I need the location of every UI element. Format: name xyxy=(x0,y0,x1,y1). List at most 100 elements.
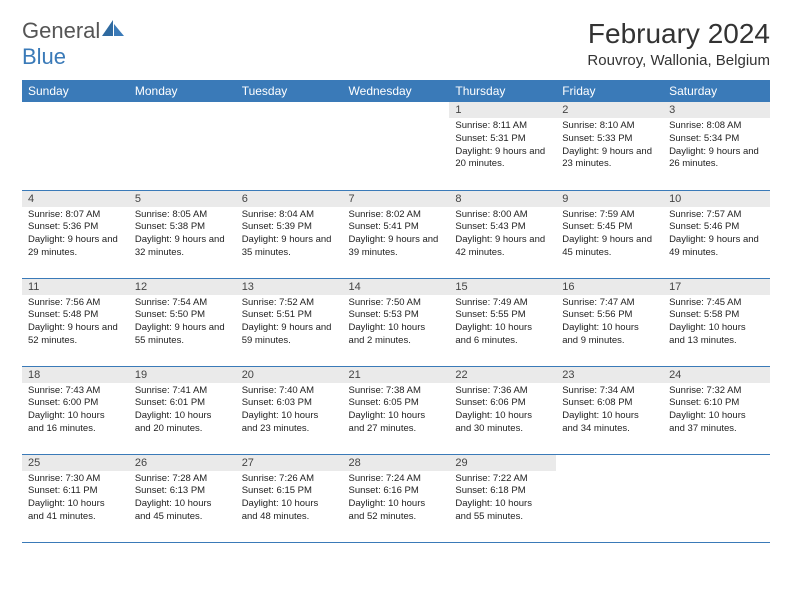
calendar-cell: 27Sunrise: 7:26 AMSunset: 6:15 PMDayligh… xyxy=(236,454,343,542)
calendar-cell: 18Sunrise: 7:43 AMSunset: 6:00 PMDayligh… xyxy=(22,366,129,454)
sunset-text: Sunset: 6:01 PM xyxy=(135,397,230,410)
daylight-text: Daylight: 10 hours and 9 minutes. xyxy=(562,322,657,348)
sunrise-text: Sunrise: 7:30 AM xyxy=(28,473,123,486)
sunrise-text: Sunrise: 7:57 AM xyxy=(669,209,764,222)
sunset-text: Sunset: 6:08 PM xyxy=(562,397,657,410)
sunset-text: Sunset: 5:41 PM xyxy=(349,221,444,234)
calendar-cell: 11Sunrise: 7:56 AMSunset: 5:48 PMDayligh… xyxy=(22,278,129,366)
sunset-text: Sunset: 6:18 PM xyxy=(455,485,550,498)
calendar-week: 18Sunrise: 7:43 AMSunset: 6:00 PMDayligh… xyxy=(22,366,770,454)
day-info: Sunrise: 7:32 AMSunset: 6:10 PMDaylight:… xyxy=(663,383,770,440)
daylight-text: Daylight: 9 hours and 32 minutes. xyxy=(135,234,230,260)
sunrise-text: Sunrise: 7:26 AM xyxy=(242,473,337,486)
day-info: Sunrise: 8:00 AMSunset: 5:43 PMDaylight:… xyxy=(449,207,556,264)
calendar-cell xyxy=(663,454,770,542)
day-info: Sunrise: 7:50 AMSunset: 5:53 PMDaylight:… xyxy=(343,295,450,352)
calendar-cell xyxy=(236,102,343,190)
daylight-text: Daylight: 9 hours and 29 minutes. xyxy=(28,234,123,260)
sunset-text: Sunset: 6:06 PM xyxy=(455,397,550,410)
day-number xyxy=(236,102,343,106)
daylight-text: Daylight: 10 hours and 2 minutes. xyxy=(349,322,444,348)
calendar-cell: 20Sunrise: 7:40 AMSunset: 6:03 PMDayligh… xyxy=(236,366,343,454)
day-info: Sunrise: 8:07 AMSunset: 5:36 PMDaylight:… xyxy=(22,207,129,264)
sunrise-text: Sunrise: 8:08 AM xyxy=(669,120,764,133)
sunset-text: Sunset: 6:13 PM xyxy=(135,485,230,498)
calendar-cell: 2Sunrise: 8:10 AMSunset: 5:33 PMDaylight… xyxy=(556,102,663,190)
sunrise-text: Sunrise: 7:32 AM xyxy=(669,385,764,398)
day-number: 21 xyxy=(343,367,450,383)
day-number: 8 xyxy=(449,191,556,207)
calendar-cell xyxy=(343,102,450,190)
calendar-cell: 19Sunrise: 7:41 AMSunset: 6:01 PMDayligh… xyxy=(129,366,236,454)
sunset-text: Sunset: 6:05 PM xyxy=(349,397,444,410)
day-number: 7 xyxy=(343,191,450,207)
calendar-cell: 16Sunrise: 7:47 AMSunset: 5:56 PMDayligh… xyxy=(556,278,663,366)
sunrise-text: Sunrise: 7:22 AM xyxy=(455,473,550,486)
calendar-cell: 22Sunrise: 7:36 AMSunset: 6:06 PMDayligh… xyxy=(449,366,556,454)
sunset-text: Sunset: 6:00 PM xyxy=(28,397,123,410)
daylight-text: Daylight: 9 hours and 45 minutes. xyxy=(562,234,657,260)
calendar-cell: 15Sunrise: 7:49 AMSunset: 5:55 PMDayligh… xyxy=(449,278,556,366)
day-info: Sunrise: 8:04 AMSunset: 5:39 PMDaylight:… xyxy=(236,207,343,264)
calendar-cell xyxy=(129,102,236,190)
sunset-text: Sunset: 6:11 PM xyxy=(28,485,123,498)
day-number: 24 xyxy=(663,367,770,383)
brand-part2: Blue xyxy=(22,44,66,69)
sunset-text: Sunset: 5:46 PM xyxy=(669,221,764,234)
calendar-week: 25Sunrise: 7:30 AMSunset: 6:11 PMDayligh… xyxy=(22,454,770,542)
day-header: Wednesday xyxy=(343,80,450,102)
daylight-text: Daylight: 9 hours and 52 minutes. xyxy=(28,322,123,348)
day-number: 9 xyxy=(556,191,663,207)
day-info: Sunrise: 7:49 AMSunset: 5:55 PMDaylight:… xyxy=(449,295,556,352)
day-info: Sunrise: 7:47 AMSunset: 5:56 PMDaylight:… xyxy=(556,295,663,352)
day-info: Sunrise: 8:10 AMSunset: 5:33 PMDaylight:… xyxy=(556,118,663,175)
sunset-text: Sunset: 5:51 PM xyxy=(242,309,337,322)
day-header-row: Sunday Monday Tuesday Wednesday Thursday… xyxy=(22,80,770,102)
month-title: February 2024 xyxy=(587,18,770,50)
day-number: 23 xyxy=(556,367,663,383)
day-header: Friday xyxy=(556,80,663,102)
sunrise-text: Sunrise: 7:45 AM xyxy=(669,297,764,310)
sunrise-text: Sunrise: 7:36 AM xyxy=(455,385,550,398)
day-number: 4 xyxy=(22,191,129,207)
daylight-text: Daylight: 10 hours and 6 minutes. xyxy=(455,322,550,348)
day-number xyxy=(129,102,236,106)
daylight-text: Daylight: 10 hours and 27 minutes. xyxy=(349,410,444,436)
day-number: 3 xyxy=(663,102,770,118)
sunrise-text: Sunrise: 7:43 AM xyxy=(28,385,123,398)
sunrise-text: Sunrise: 7:41 AM xyxy=(135,385,230,398)
sunset-text: Sunset: 5:50 PM xyxy=(135,309,230,322)
calendar-cell: 29Sunrise: 7:22 AMSunset: 6:18 PMDayligh… xyxy=(449,454,556,542)
daylight-text: Daylight: 10 hours and 34 minutes. xyxy=(562,410,657,436)
day-number: 26 xyxy=(129,455,236,471)
day-number xyxy=(663,455,770,459)
calendar-cell: 6Sunrise: 8:04 AMSunset: 5:39 PMDaylight… xyxy=(236,190,343,278)
day-number xyxy=(343,102,450,106)
daylight-text: Daylight: 9 hours and 35 minutes. xyxy=(242,234,337,260)
location: Rouvroy, Wallonia, Belgium xyxy=(587,52,770,69)
day-number: 6 xyxy=(236,191,343,207)
calendar-cell: 25Sunrise: 7:30 AMSunset: 6:11 PMDayligh… xyxy=(22,454,129,542)
calendar-cell: 10Sunrise: 7:57 AMSunset: 5:46 PMDayligh… xyxy=(663,190,770,278)
sunset-text: Sunset: 5:39 PM xyxy=(242,221,337,234)
sunrise-text: Sunrise: 8:04 AM xyxy=(242,209,337,222)
sunset-text: Sunset: 5:34 PM xyxy=(669,133,764,146)
day-info: Sunrise: 7:34 AMSunset: 6:08 PMDaylight:… xyxy=(556,383,663,440)
day-info: Sunrise: 7:57 AMSunset: 5:46 PMDaylight:… xyxy=(663,207,770,264)
sunrise-text: Sunrise: 8:00 AM xyxy=(455,209,550,222)
sunset-text: Sunset: 5:38 PM xyxy=(135,221,230,234)
calendar-cell: 23Sunrise: 7:34 AMSunset: 6:08 PMDayligh… xyxy=(556,366,663,454)
calendar-week: 1Sunrise: 8:11 AMSunset: 5:31 PMDaylight… xyxy=(22,102,770,190)
calendar-cell xyxy=(556,454,663,542)
daylight-text: Daylight: 9 hours and 26 minutes. xyxy=(669,146,764,172)
calendar-head: Sunday Monday Tuesday Wednesday Thursday… xyxy=(22,80,770,102)
sunset-text: Sunset: 5:36 PM xyxy=(28,221,123,234)
calendar-cell: 24Sunrise: 7:32 AMSunset: 6:10 PMDayligh… xyxy=(663,366,770,454)
daylight-text: Daylight: 9 hours and 20 minutes. xyxy=(455,146,550,172)
sunrise-text: Sunrise: 7:50 AM xyxy=(349,297,444,310)
daylight-text: Daylight: 10 hours and 48 minutes. xyxy=(242,498,337,524)
sunset-text: Sunset: 6:10 PM xyxy=(669,397,764,410)
sunrise-text: Sunrise: 7:24 AM xyxy=(349,473,444,486)
sunrise-text: Sunrise: 7:38 AM xyxy=(349,385,444,398)
sunset-text: Sunset: 5:58 PM xyxy=(669,309,764,322)
